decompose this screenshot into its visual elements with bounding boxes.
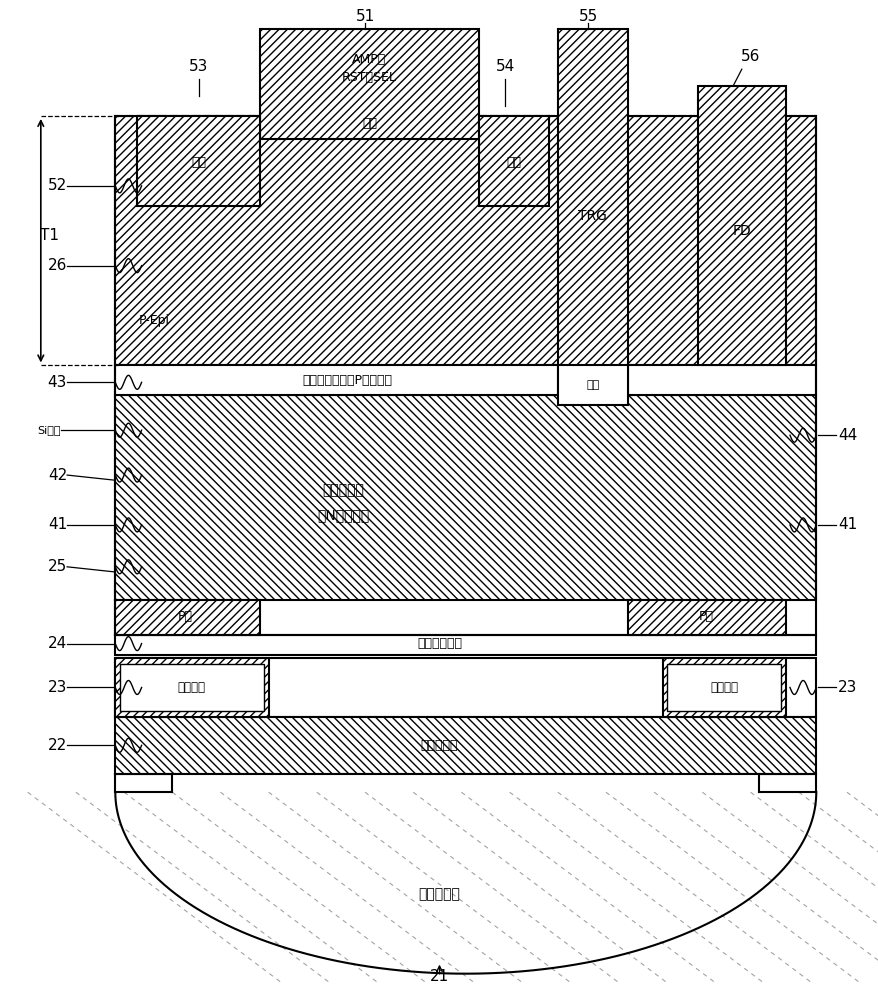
Text: 光电二极管: 光电二极管	[322, 483, 363, 497]
Bar	[666, 664, 781, 711]
Text: RST或SEL: RST或SEL	[342, 71, 396, 84]
Text: P阱: P阱	[177, 610, 192, 623]
Text: 23: 23	[838, 680, 857, 695]
Polygon shape	[115, 792, 816, 974]
Bar	[558, 29, 627, 395]
Text: 漏极: 漏极	[191, 156, 205, 169]
Bar	[115, 600, 260, 635]
Text: 42: 42	[47, 468, 67, 483]
Text: 26: 26	[47, 258, 67, 273]
Bar	[119, 664, 264, 711]
Text: 55: 55	[579, 9, 597, 24]
Text: 芯片上透镜: 芯片上透镜	[418, 887, 460, 901]
Bar	[662, 658, 785, 717]
Bar	[479, 116, 549, 206]
Text: 源极: 源极	[506, 156, 521, 169]
Text: 遮光金属: 遮光金属	[177, 681, 205, 694]
Bar	[260, 29, 479, 139]
Text: T1: T1	[40, 228, 59, 243]
Bar	[115, 658, 269, 717]
Text: 41: 41	[838, 517, 856, 532]
Bar	[115, 635, 816, 655]
Text: P阱: P阱	[699, 610, 714, 623]
Text: 22: 22	[47, 738, 67, 753]
Bar	[115, 116, 816, 365]
Text: 21: 21	[429, 969, 449, 984]
Text: AMP或: AMP或	[352, 53, 386, 66]
Text: 54: 54	[495, 59, 515, 74]
Text: 24: 24	[47, 636, 67, 651]
Text: P-Epi: P-Epi	[139, 314, 170, 327]
Bar	[115, 658, 816, 717]
Text: FD: FD	[731, 224, 751, 238]
Text: 56: 56	[740, 49, 759, 64]
Text: 前表面钉扎层（P型区域）: 前表面钉扎层（P型区域）	[302, 374, 392, 387]
Bar	[558, 365, 627, 405]
Text: 51: 51	[355, 9, 374, 24]
Text: 23: 23	[47, 680, 67, 695]
Bar	[697, 86, 785, 365]
Text: 后表面钉扎层: 后表面钉扎层	[416, 637, 462, 650]
Text: 沟道: 沟道	[586, 380, 599, 390]
Bar	[137, 116, 260, 206]
Text: （N型区域）: （N型区域）	[317, 508, 369, 522]
Bar	[115, 717, 816, 774]
Text: TRG: TRG	[578, 209, 607, 223]
Text: 43: 43	[47, 375, 67, 390]
Text: 52: 52	[47, 178, 67, 193]
Bar	[115, 395, 816, 600]
Bar	[172, 774, 759, 792]
Text: 沟道: 沟道	[362, 117, 377, 130]
Text: 遮光金属: 遮光金属	[709, 681, 738, 694]
Text: 41: 41	[47, 517, 67, 532]
Text: 44: 44	[838, 428, 856, 443]
Text: 53: 53	[189, 59, 208, 74]
Bar	[627, 600, 785, 635]
Text: 彩色滤光片: 彩色滤光片	[421, 739, 457, 752]
Text: 25: 25	[47, 559, 67, 574]
Bar	[115, 365, 816, 395]
Text: Si基板: Si基板	[38, 425, 61, 435]
